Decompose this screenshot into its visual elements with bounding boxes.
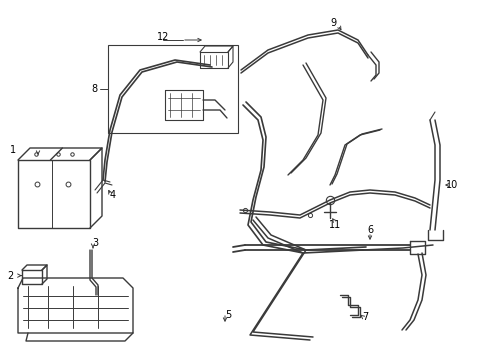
Text: 10: 10 [445,180,457,190]
Text: 8: 8 [92,84,98,94]
Text: 5: 5 [224,310,231,320]
Text: 1: 1 [10,145,16,155]
Text: 3: 3 [92,238,98,248]
Text: 12: 12 [157,32,169,42]
Text: 2: 2 [8,271,14,280]
Text: 6: 6 [366,225,372,235]
Text: 4: 4 [110,190,116,200]
Text: 11: 11 [328,220,341,230]
Text: 9: 9 [329,18,335,28]
Bar [108,45,238,133]
Text: 7: 7 [361,312,367,322]
